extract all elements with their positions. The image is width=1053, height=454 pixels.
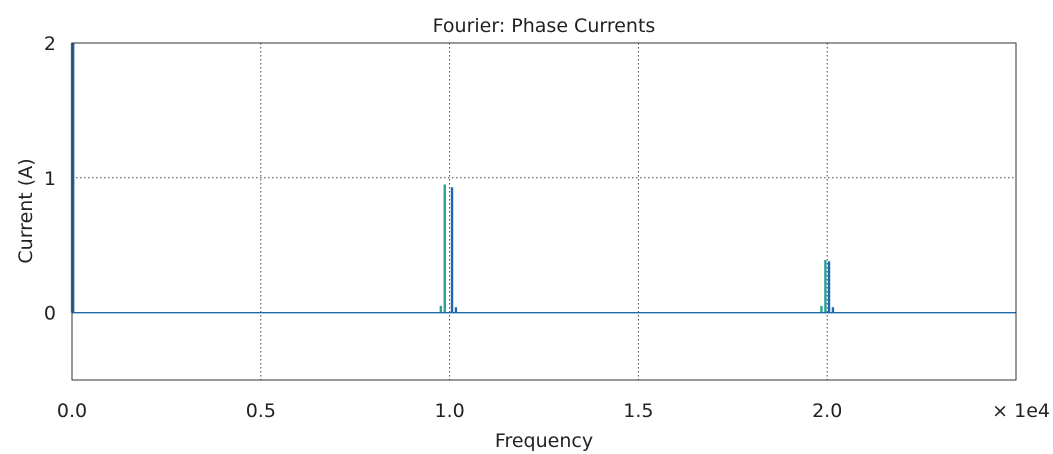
y-axis-label: Current (A) [15, 158, 37, 263]
chart-title: Fourier: Phase Currents [433, 15, 656, 37]
x-tick-label-0: 0.0 [57, 400, 87, 422]
x-tick-label-3: 1.5 [623, 400, 653, 422]
grid-lines [72, 43, 1016, 380]
plot-frame [71, 42, 1017, 381]
y-tick-label-2: 2 [44, 33, 56, 55]
y-tick-label-0: 0 [44, 303, 56, 325]
x-tick-label-1: 0.5 [246, 400, 276, 422]
y-tick-label-1: 1 [44, 168, 56, 190]
y-tick-labels: 0 1 2 [44, 33, 56, 325]
x-tick-label-4: 2.0 [812, 400, 842, 422]
x-axis-multiplier: × 1e4 [992, 400, 1050, 422]
x-axis-label: Frequency [495, 430, 593, 452]
x-tick-label-2: 1.0 [434, 400, 464, 422]
x-tick-labels: 0.0 0.5 1.0 1.5 2.0 [57, 400, 842, 422]
